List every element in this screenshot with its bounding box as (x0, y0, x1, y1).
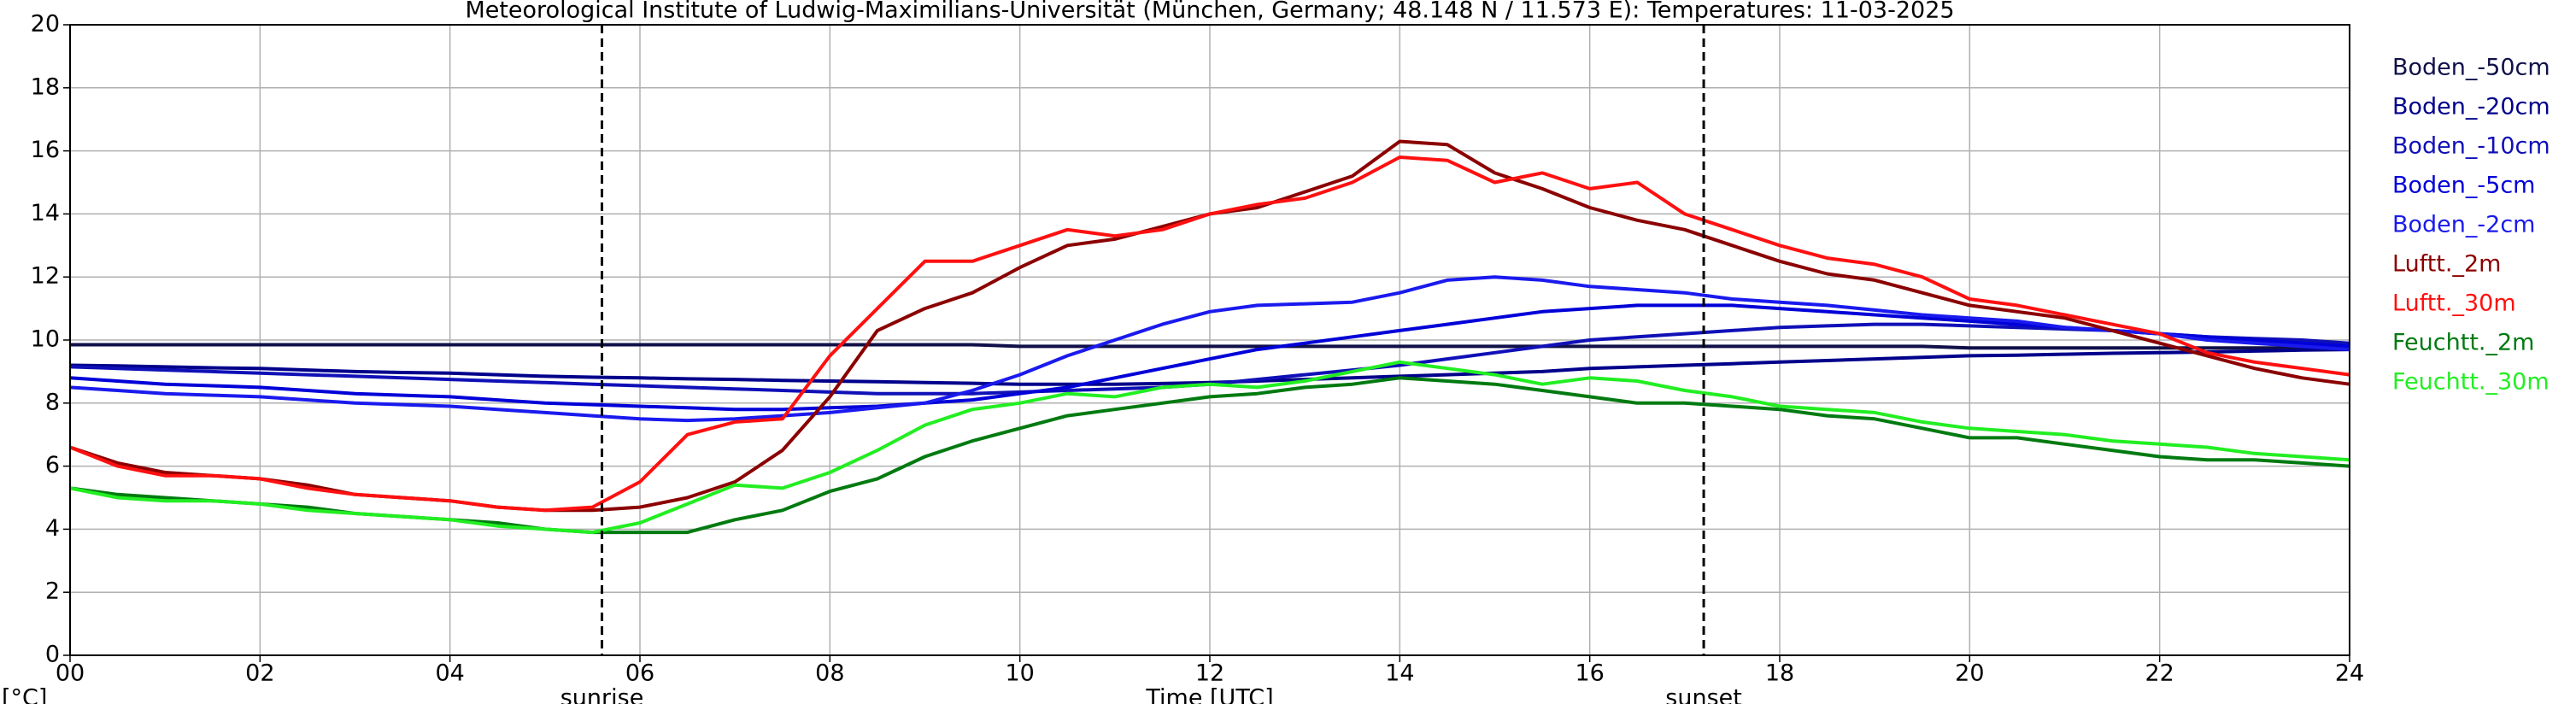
x-tick-label: 18 (1765, 660, 1794, 687)
x-tick-label: 14 (1385, 660, 1414, 687)
y-tick-label: 0 (45, 642, 60, 668)
legend-entry: Feuchtt._2m (2392, 330, 2534, 356)
series-line (69, 360, 2350, 535)
series-line (69, 303, 2350, 412)
y-tick-label: 4 (45, 515, 60, 542)
x-tick-label: 06 (625, 660, 654, 687)
series-line (70, 343, 2350, 350)
legend-entry: Feuchtt._30m (2392, 369, 2550, 396)
legend-entry: Boden_-5cm (2392, 173, 2535, 199)
y-tick-label: 20 (31, 11, 60, 38)
x-tick-label: 24 (2335, 660, 2364, 687)
series-line (69, 275, 2350, 423)
x-tick-label: 08 (815, 660, 844, 687)
y-tick-label: 16 (31, 137, 60, 163)
y-tick-label: 10 (31, 326, 60, 353)
legend-entry: Luftt._30m (2392, 290, 2516, 317)
legend-entry: Boden_-10cm (2392, 133, 2550, 160)
plot-frame (69, 24, 2350, 656)
legend-entry: Boden_-20cm (2392, 94, 2550, 120)
legend-entry: Luftt._2m (2392, 251, 2501, 278)
y-tick-label: 18 (31, 73, 60, 100)
x-tick-label: 20 (1955, 660, 1984, 687)
event-label: sunset (1665, 685, 1742, 704)
x-tick-label: 12 (1195, 660, 1224, 687)
x-axis-label: Time [UTC] (1145, 685, 1273, 704)
chart-title: Meteorological Institute of Ludwig-Maxim… (465, 0, 1954, 24)
y-tick-label: 14 (31, 200, 60, 226)
y-tick-label: 8 (45, 389, 60, 415)
legend-entry: Boden_-2cm (2392, 212, 2535, 238)
y-tick-label: 6 (45, 452, 60, 478)
x-tick-label: 04 (435, 660, 464, 687)
x-tick-label: 22 (2145, 660, 2174, 687)
y-tick-label: 12 (31, 263, 60, 290)
legend-entry: Boden_-50cm (2392, 55, 2550, 81)
y-axis-label: [°C] (2, 685, 47, 704)
event-label: sunrise (560, 685, 644, 704)
y-tick-label: 2 (45, 578, 60, 605)
x-tick-label: 00 (56, 660, 85, 687)
x-tick-label: 16 (1575, 660, 1604, 687)
x-tick-label: 10 (1005, 660, 1034, 687)
series-line (69, 155, 2350, 513)
x-tick-label: 02 (245, 660, 274, 687)
